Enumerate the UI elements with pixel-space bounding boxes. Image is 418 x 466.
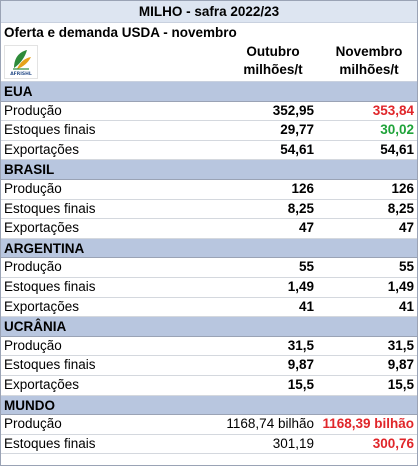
- column-month-novembro: Novembro: [335, 44, 403, 59]
- value-outubro: 31,5: [287, 337, 314, 353]
- value-novembro: 54,61: [380, 141, 414, 157]
- value-outubro: 9,87: [287, 357, 314, 373]
- value-novembro: 1,49: [387, 278, 414, 294]
- logo-icon: AFRISHL: [4, 45, 38, 79]
- value-outubro: 1168,74 bilhão: [226, 416, 314, 432]
- column-header-outubro: Outubro milhões/t: [228, 43, 318, 79]
- row-label: Produção: [4, 337, 62, 353]
- section-header-eua: EUA: [1, 82, 417, 102]
- value-novembro: 15,5: [387, 376, 414, 392]
- value-novembro: 9,87: [387, 357, 414, 373]
- value-novembro: 30,02: [380, 122, 414, 138]
- table-row: Exportações 47 47: [1, 219, 417, 239]
- value-outubro: 41: [298, 298, 314, 314]
- value-novembro: 126: [391, 180, 414, 196]
- column-header-novembro: Novembro milhões/t: [324, 43, 414, 79]
- section-header-mundo: MUNDO: [1, 395, 417, 416]
- table-row: Estoques finais 301,19 300,76: [1, 435, 417, 455]
- value-outubro: 126: [291, 180, 314, 196]
- section-header-argentina: ARGENTINA: [1, 238, 417, 259]
- table-row: Produção 55 55: [1, 258, 417, 278]
- value-novembro: 300,76: [372, 435, 414, 451]
- row-label: Produção: [4, 180, 62, 196]
- value-outubro: 29,77: [280, 122, 314, 138]
- row-label: Estoques finais: [4, 200, 96, 216]
- table-row: Produção 352,95 353,84: [1, 102, 417, 122]
- row-label: Estoques finais: [4, 435, 96, 451]
- column-unit-novembro: milhões/t: [339, 62, 399, 77]
- row-label: Estoques finais: [4, 278, 96, 294]
- table-row: Estoques finais 8,25 8,25: [1, 200, 417, 220]
- row-label: Produção: [4, 416, 62, 432]
- section-header-ucrânia: UCRÂNIA: [1, 317, 417, 337]
- table-body: EUA Produção 352,95 353,84 Estoques finais 29…: [1, 82, 417, 455]
- row-label: Produção: [4, 102, 62, 118]
- value-outubro: 301,19: [272, 435, 314, 451]
- value-outubro: 47: [298, 220, 314, 236]
- row-label: Exportações: [4, 141, 80, 157]
- table-row: Exportações 15,5 15,5: [1, 376, 417, 396]
- value-outubro: 8,25: [287, 200, 314, 216]
- value-novembro: 55: [398, 259, 414, 275]
- table-row: Estoques finais 1,49 1,49: [1, 278, 417, 298]
- row-label: Exportações: [4, 298, 80, 314]
- column-month-outubro: Outubro: [246, 44, 300, 59]
- table-row: Exportações 41 41: [1, 298, 417, 318]
- value-novembro: 31,5: [387, 337, 414, 353]
- value-outubro: 15,5: [287, 376, 314, 392]
- table-row: Produção 31,5 31,5: [1, 337, 417, 357]
- section-header-brasil: BRASIL: [1, 160, 417, 180]
- row-label: Produção: [4, 259, 62, 275]
- value-novembro: 8,25: [387, 200, 414, 216]
- table-row: Produção 126 126: [1, 180, 417, 200]
- row-label: Exportações: [4, 376, 80, 392]
- table-subtitle: Oferta e demanda USDA - novembro: [4, 25, 237, 40]
- value-outubro: 1,49: [287, 278, 314, 294]
- table-title: MILHO - safra 2022/23: [1, 1, 417, 23]
- table-row: Produção 1168,74 bilhão 1168,39 bilhão: [1, 415, 417, 435]
- table-row: Exportações 54,61 54,61: [1, 141, 417, 161]
- svg-text:AFRISHL: AFRISHL: [10, 71, 32, 77]
- column-unit-outubro: milhões/t: [243, 62, 303, 77]
- value-novembro: 1168,39 bilhão: [322, 416, 414, 432]
- value-novembro: 353,84: [372, 102, 414, 118]
- value-novembro: 41: [398, 298, 414, 314]
- value-novembro: 47: [398, 220, 414, 236]
- row-label: Exportações: [4, 220, 80, 236]
- table-row: Estoques finais 29,77 30,02: [1, 121, 417, 141]
- table-row: Estoques finais 9,87 9,87: [1, 356, 417, 376]
- row-label: Estoques finais: [4, 357, 96, 373]
- value-outubro: 55: [298, 259, 314, 275]
- table-header: Oferta e demanda USDA - novembro AFRISHL…: [1, 23, 417, 82]
- value-outubro: 352,95: [272, 102, 314, 118]
- value-outubro: 54,61: [280, 141, 314, 157]
- row-label: Estoques finais: [4, 122, 96, 138]
